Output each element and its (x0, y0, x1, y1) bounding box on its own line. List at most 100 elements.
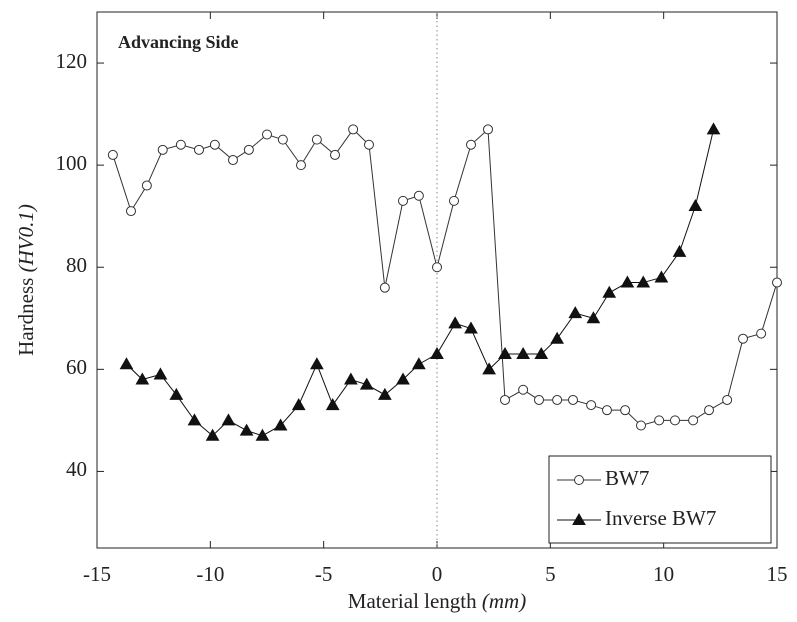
y-tick-label: 100 (56, 151, 88, 175)
marker (688, 198, 703, 211)
x-tick-label: -10 (196, 562, 224, 586)
marker (262, 129, 272, 140)
marker (141, 180, 152, 191)
y-label-text: Hardness (14, 278, 38, 356)
marker (672, 244, 687, 257)
marker (586, 400, 597, 411)
marker (636, 420, 646, 431)
x-tick-label: 0 (432, 562, 443, 586)
x-tick-label: 10 (653, 562, 674, 586)
marker (396, 372, 410, 385)
marker (205, 428, 220, 441)
legend-box (548, 455, 772, 544)
marker (482, 362, 496, 375)
marker (311, 134, 322, 145)
marker (636, 275, 651, 288)
marker (364, 139, 374, 150)
marker (209, 139, 220, 150)
y-tick-label: 120 (56, 49, 88, 73)
y-tick-label: 40 (66, 457, 87, 481)
x-tick-label: -15 (83, 562, 111, 586)
marker (412, 357, 426, 370)
marker (466, 139, 476, 150)
marker (620, 405, 631, 416)
marker (464, 321, 478, 334)
y-label-unit: (HV0.1) (14, 204, 38, 272)
marker (359, 377, 374, 390)
legend-marker (572, 512, 586, 525)
x-tick-label: -5 (315, 562, 333, 586)
y-axis-label: Hardness (HV0.1) (14, 204, 38, 356)
marker (654, 415, 665, 426)
marker (552, 394, 563, 405)
marker (330, 149, 340, 160)
marker (277, 134, 288, 145)
x-label-text: Material length (348, 589, 477, 613)
marker (602, 405, 612, 416)
marker (255, 428, 270, 441)
marker (273, 418, 288, 431)
marker (379, 282, 390, 293)
x-tick-label: 15 (767, 562, 788, 586)
marker (243, 144, 254, 155)
marker (325, 398, 340, 411)
marker (534, 394, 544, 405)
x-label-unit: (mm) (482, 589, 526, 613)
x-tick-label: 5 (545, 562, 556, 586)
annotation: Advancing Side (118, 32, 239, 52)
marker (500, 394, 510, 405)
marker (498, 347, 512, 360)
x-axis-label: Material length (mm) (348, 589, 526, 613)
legend-marker (574, 475, 584, 485)
legend-label: Inverse BW7 (605, 506, 716, 530)
marker (398, 195, 408, 206)
marker (153, 367, 168, 380)
marker (119, 357, 134, 370)
marker (413, 190, 424, 201)
marker (602, 285, 617, 298)
marker (448, 316, 462, 329)
marker (126, 206, 136, 217)
marker (518, 384, 529, 395)
marker (706, 122, 721, 135)
marker (175, 139, 186, 150)
marker (239, 423, 254, 436)
marker (738, 333, 748, 344)
y-tick-label: 80 (66, 253, 87, 277)
marker (586, 311, 601, 324)
legend-label: BW7 (605, 466, 649, 490)
marker (348, 124, 359, 135)
marker (169, 387, 184, 400)
marker (654, 270, 669, 283)
marker (772, 277, 782, 288)
marker (534, 347, 549, 360)
marker (688, 415, 699, 426)
marker (221, 413, 236, 426)
marker (187, 413, 202, 426)
marker (310, 357, 324, 370)
marker (157, 144, 168, 155)
marker (378, 387, 392, 400)
marker (135, 372, 150, 385)
marker (620, 275, 635, 288)
y-tick-label: 60 (66, 355, 87, 379)
marker (704, 405, 714, 416)
marker (568, 306, 583, 319)
marker (344, 372, 358, 385)
marker (228, 155, 238, 166)
series-line (112, 128, 778, 427)
marker (194, 144, 204, 155)
marker (296, 160, 306, 171)
marker (722, 394, 733, 405)
marker (516, 347, 530, 360)
legend: BW7 Inverse BW7 (548, 455, 772, 544)
marker (483, 124, 493, 135)
marker (430, 347, 444, 360)
marker (568, 394, 578, 405)
marker (670, 415, 680, 426)
marker (449, 195, 459, 206)
marker (107, 149, 118, 160)
marker (291, 398, 306, 411)
marker (432, 262, 442, 273)
